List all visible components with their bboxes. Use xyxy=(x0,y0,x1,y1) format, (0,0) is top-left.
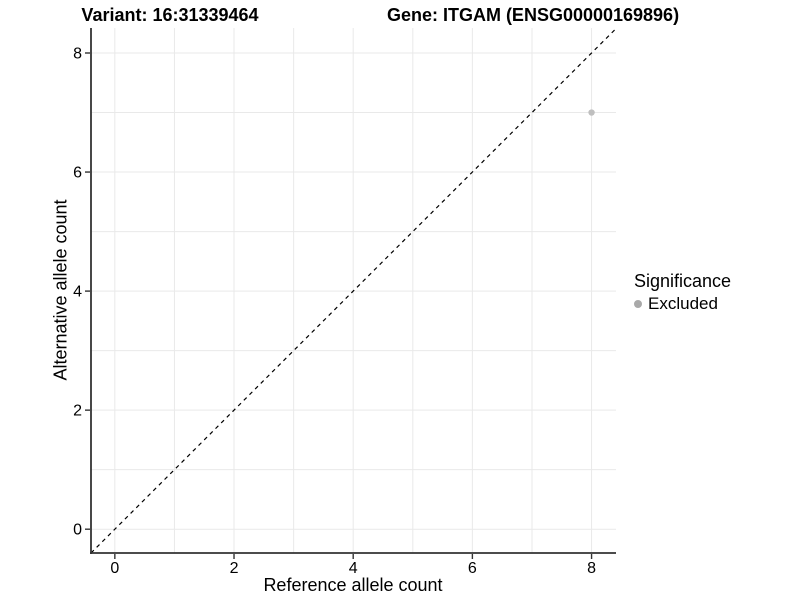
variant-title: Variant: 16:31339464 xyxy=(81,5,259,25)
x-axis-title: Reference allele count xyxy=(263,575,443,595)
legend-item-excluded: Excluded xyxy=(634,294,731,314)
excluded-point-icon xyxy=(634,300,642,308)
legend-title: Significance xyxy=(634,271,732,291)
x-tick-label: 2 xyxy=(230,560,239,577)
y-tick-label: 2 xyxy=(73,403,82,420)
x-tick-label: 4 xyxy=(349,560,358,577)
legend: Significance Excluded xyxy=(634,272,731,314)
data-point xyxy=(588,109,595,116)
y-tick-label: 6 xyxy=(73,165,82,182)
y-tick-label: 0 xyxy=(73,522,82,539)
x-tick-label: 6 xyxy=(468,560,477,577)
y-tick-label: 8 xyxy=(73,46,82,63)
x-tick-label: 8 xyxy=(587,560,596,577)
identity-line xyxy=(90,28,617,554)
y-tick-label: 4 xyxy=(73,284,82,301)
x-tick-label: 0 xyxy=(110,560,119,577)
y-axis-title: Alternative allele count xyxy=(50,199,71,381)
legend-item-label: Excluded xyxy=(648,294,718,313)
gene-title: Gene: ITGAM (ENSG00000169896) xyxy=(386,5,680,25)
